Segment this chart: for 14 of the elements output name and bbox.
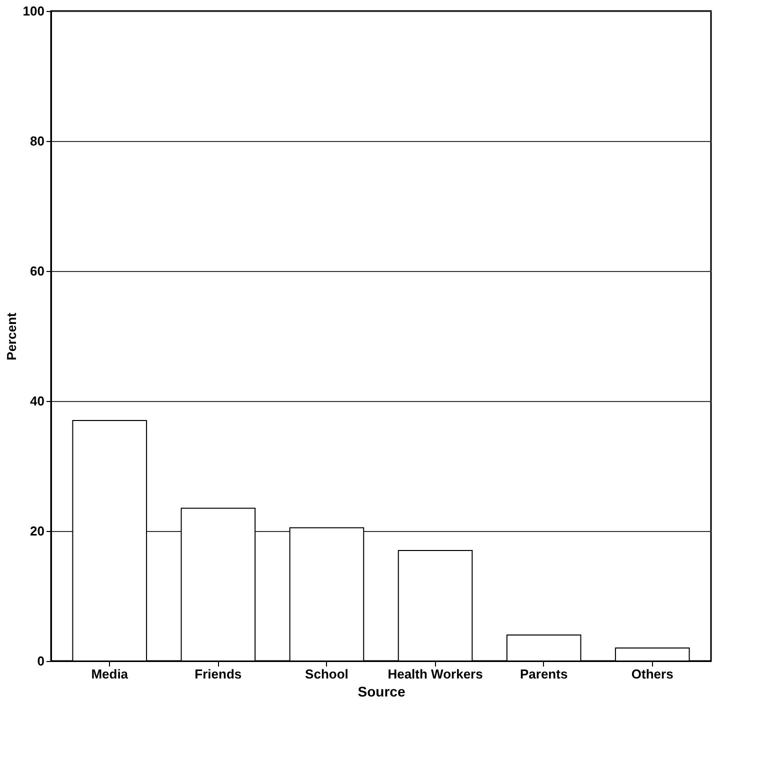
y-axis-title: Percent [4,312,19,360]
x-tick-label: Others [631,666,674,682]
y-tick-label: 20 [30,524,44,538]
y-tick-label: 0 [37,654,44,668]
x-tick-label: Parents [520,666,568,682]
x-tick-label: Health Workers [388,666,483,682]
x-tick-label: Friends [194,666,242,682]
y-tick-label: 40 [30,394,44,408]
x-tick-label: School [305,666,348,682]
x-axis-title: Source [358,684,406,700]
y-tick-label: 80 [30,134,44,148]
x-tick-label: Media [91,666,129,682]
y-tick-label: 100 [22,4,44,18]
y-tick-label: 60 [30,264,44,278]
